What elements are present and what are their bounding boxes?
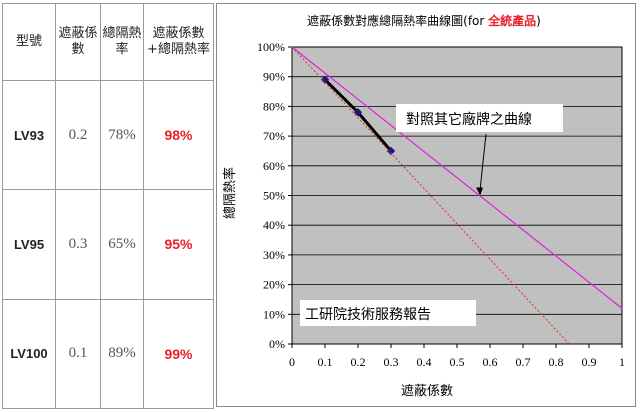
x-tick-label: 0.7: [516, 355, 531, 369]
chart-title-end: ): [536, 14, 541, 28]
axis-ticks: 0% 10% 20% 30% 40% 50% 60% 70% 80% 90% 100% 0 0.1 0.2…: [257, 40, 625, 369]
x-tick-label: 1: [619, 355, 625, 369]
x-tick-label: 0.4: [417, 355, 432, 369]
x-tick-label: 0.5: [450, 355, 465, 369]
y-tick-label: 0%: [269, 337, 285, 351]
header-shading-coefficient: 遮蔽係數: [55, 3, 101, 81]
x-tick-label: 0: [289, 355, 295, 369]
cell-sum: 98%: [143, 79, 214, 191]
cell-model: LV95: [2, 189, 56, 300]
x-tick-label: 0.1: [318, 355, 333, 369]
chart-frame: [216, 3, 636, 407]
chart-title-highlight: 全統產品: [487, 13, 536, 28]
spec-table: 型號 遮蔽係數 總隔熱率 遮蔽係數+總隔熱率 LV93 0.2 78% 98% …: [2, 3, 214, 410]
cell-model: LV93: [2, 79, 56, 191]
x-tick-label: 0.6: [483, 355, 498, 369]
y-tick-label: 80%: [263, 99, 285, 113]
cell-tsr: 65%: [100, 189, 144, 300]
x-axis-label: 遮蔽係數: [401, 383, 453, 399]
arrow-head: [476, 187, 484, 196]
cell-sum: 95%: [143, 189, 214, 300]
chart: 遮蔽係數對應總隔熱率曲線圖(for 全統產品) 0% 10% 20% 30% 40% 50…: [222, 13, 625, 399]
cell-sc: 0.1: [55, 298, 101, 410]
y-tick-label: 30%: [263, 248, 285, 262]
y-tick-label: 60%: [263, 159, 285, 173]
y-tick-label: 50%: [263, 189, 285, 203]
cell-tsr: 89%: [100, 298, 144, 410]
y-tick-label: 90%: [263, 70, 285, 84]
cell-sum: 99%: [143, 298, 214, 410]
y-axis-label: 總隔熱率: [222, 167, 238, 219]
y-tick-label: 10%: [263, 307, 285, 321]
cell-sc: 0.2: [55, 79, 101, 191]
table-header-row: 型號 遮蔽係數 總隔熱率 遮蔽係數+總隔熱率: [2, 3, 214, 81]
annotation-arrow: [479, 133, 487, 190]
chart-title: 遮蔽係數對應總隔熱率曲線圖(for 全統產品): [307, 13, 541, 28]
data-point: [320, 75, 330, 84]
y-tick-label: 40%: [263, 218, 285, 232]
cell-sc: 0.3: [55, 189, 101, 300]
cell-tsr: 78%: [100, 79, 144, 191]
annotation-label: 工研院技術服務報告: [305, 307, 431, 323]
data-point: [353, 108, 363, 117]
table-row: LV100 0.1 89% 99%: [2, 298, 214, 410]
series-lines: [291, 46, 623, 345]
table-row: LV95 0.3 65% 95%: [2, 189, 214, 300]
x-tick-label: 0.8: [549, 355, 564, 369]
x-tick-label: 0.2: [351, 355, 366, 369]
header-model: 型號: [2, 3, 56, 81]
y-tick-label: 70%: [263, 129, 285, 143]
table-row: LV93 0.2 78% 98%: [2, 79, 214, 191]
data-point: [386, 146, 396, 156]
y-tick-label: 20%: [263, 278, 285, 292]
header-heat-rejection: 總隔熱率: [100, 3, 144, 81]
series-line-2: [291, 46, 623, 309]
annotation-box: [396, 104, 563, 132]
x-tick-label: 0.9: [582, 355, 597, 369]
y-tick-label: 100%: [257, 40, 285, 54]
x-tick-label: 0.3: [384, 355, 399, 369]
annotation-label: 對照其它廠牌之曲線: [406, 111, 532, 128]
header-sum: 遮蔽係數+總隔熱率: [143, 3, 214, 81]
cell-model: LV100: [2, 298, 56, 410]
annotation-box: [300, 300, 476, 326]
